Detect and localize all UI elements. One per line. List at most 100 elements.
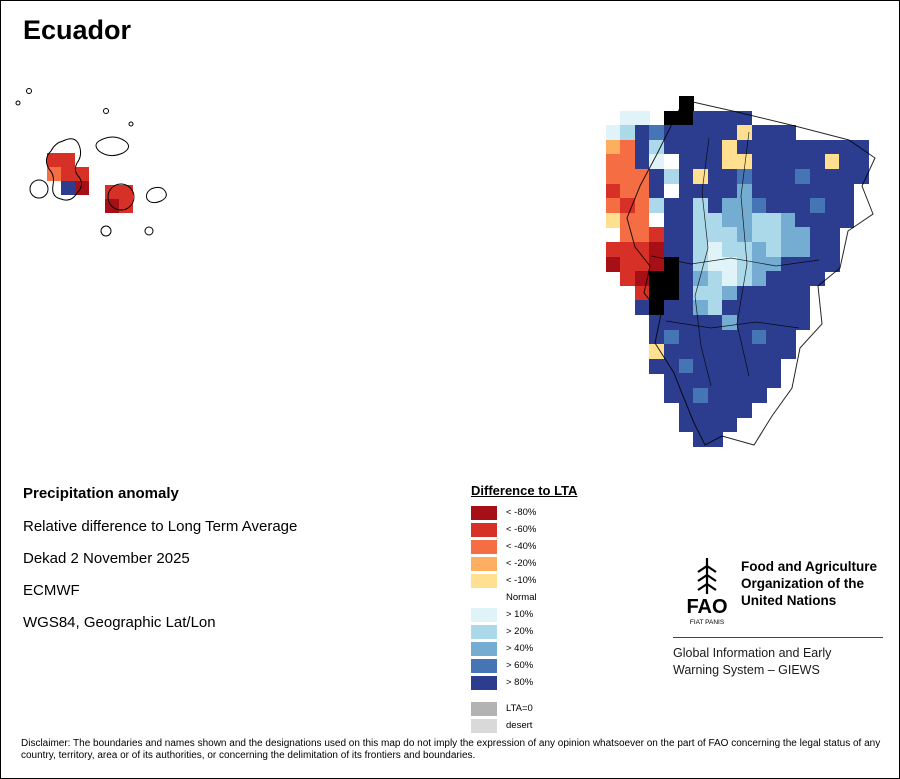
map-cell xyxy=(649,344,665,360)
map-cell xyxy=(795,212,811,228)
disclaimer-text: Disclaimer: The boundaries and names sho… xyxy=(21,738,881,761)
map-cell xyxy=(634,271,650,287)
map-cell xyxy=(722,212,738,228)
map-cell xyxy=(751,154,767,170)
map-cell xyxy=(664,344,680,360)
map-cell xyxy=(853,139,869,155)
map-cell xyxy=(678,227,694,243)
map-cell xyxy=(620,139,636,155)
map-cell xyxy=(780,315,796,331)
map-cell xyxy=(649,300,665,316)
map-cell xyxy=(634,242,650,258)
map-cell xyxy=(795,154,811,170)
map-cell xyxy=(737,242,753,258)
map-cell xyxy=(707,198,723,214)
giews-line1: Global Information and Early xyxy=(673,646,832,660)
map-cell xyxy=(707,183,723,199)
galapagos-map xyxy=(11,79,191,259)
map-cell xyxy=(766,329,782,345)
map-cell xyxy=(693,110,709,126)
wheat-glyph xyxy=(697,558,717,594)
info-source: ECMWF xyxy=(23,582,80,599)
map-cell xyxy=(810,227,826,243)
map-cell xyxy=(693,402,709,418)
legend-extra: LTA=0 desert xyxy=(471,700,577,734)
map-cell xyxy=(664,329,680,345)
map-cell xyxy=(678,285,694,301)
legend-item: > 60% xyxy=(471,657,577,674)
legend-item: LTA=0 xyxy=(471,700,577,717)
legend-item: > 80% xyxy=(471,674,577,691)
map-cell xyxy=(780,227,796,243)
map-cell xyxy=(620,242,636,258)
mainland-grid xyxy=(591,96,884,447)
map-cell xyxy=(634,285,650,301)
legend-item: Normal xyxy=(471,589,577,606)
map-cell xyxy=(678,169,694,185)
map-cell xyxy=(737,402,753,418)
legend: Difference to LTA < -80% < -60% < -40% < -2… xyxy=(471,483,577,734)
legend-label: > 40% xyxy=(506,643,534,654)
map-cell xyxy=(678,315,694,331)
map-cell xyxy=(722,154,738,170)
map-cell xyxy=(664,110,680,126)
map-cell xyxy=(664,169,680,185)
map-cell xyxy=(634,169,650,185)
map-cell xyxy=(693,227,709,243)
map-cell xyxy=(605,198,621,214)
map-cell xyxy=(664,256,680,272)
legend-swatch xyxy=(471,522,497,537)
map-cell xyxy=(722,388,738,404)
map-cell xyxy=(751,373,767,389)
map-cell xyxy=(737,315,753,331)
map-cell xyxy=(649,285,665,301)
map-cell xyxy=(839,212,855,228)
map-cell xyxy=(795,242,811,258)
map-cell xyxy=(678,139,694,155)
map-cell xyxy=(605,212,621,228)
map-cell xyxy=(678,358,694,374)
map-cell xyxy=(824,154,840,170)
map-cell xyxy=(737,329,753,345)
map-cell xyxy=(649,198,665,214)
map-cell xyxy=(737,358,753,374)
map-cell xyxy=(620,271,636,287)
map-cell xyxy=(678,256,694,272)
map-cell xyxy=(620,169,636,185)
map-cell xyxy=(678,125,694,141)
map-cell xyxy=(737,388,753,404)
map-cell xyxy=(766,169,782,185)
map-cell xyxy=(693,256,709,272)
map-cell xyxy=(751,358,767,374)
map-cell xyxy=(780,242,796,258)
legend-item: > 10% xyxy=(471,606,577,623)
map-cell xyxy=(649,154,665,170)
legend-label: Normal xyxy=(506,592,537,603)
legend-swatch xyxy=(471,624,497,639)
info-dekad: Dekad 2 November 2025 xyxy=(23,550,190,567)
map-cell xyxy=(634,227,650,243)
map-cell xyxy=(649,242,665,258)
map-cell xyxy=(620,227,636,243)
map-cell xyxy=(766,125,782,141)
map-cell xyxy=(707,300,723,316)
map-cell xyxy=(707,431,723,447)
map-cell xyxy=(722,271,738,287)
map-cell xyxy=(707,139,723,155)
legend-swatch xyxy=(471,641,497,656)
giews-line2: Warning System – GIEWS xyxy=(673,663,820,677)
map-cell xyxy=(678,183,694,199)
map-cell xyxy=(722,227,738,243)
map-cell xyxy=(634,198,650,214)
map-cell xyxy=(649,271,665,287)
legend-swatch xyxy=(471,573,497,588)
map-cell xyxy=(795,169,811,185)
map-cell xyxy=(795,198,811,214)
map-cell xyxy=(678,402,694,418)
map-cell xyxy=(678,344,694,360)
fao-logo: FAO FIAT PANIS xyxy=(686,558,728,626)
island-outline xyxy=(45,138,83,201)
map-cell xyxy=(780,212,796,228)
map-cell xyxy=(795,139,811,155)
